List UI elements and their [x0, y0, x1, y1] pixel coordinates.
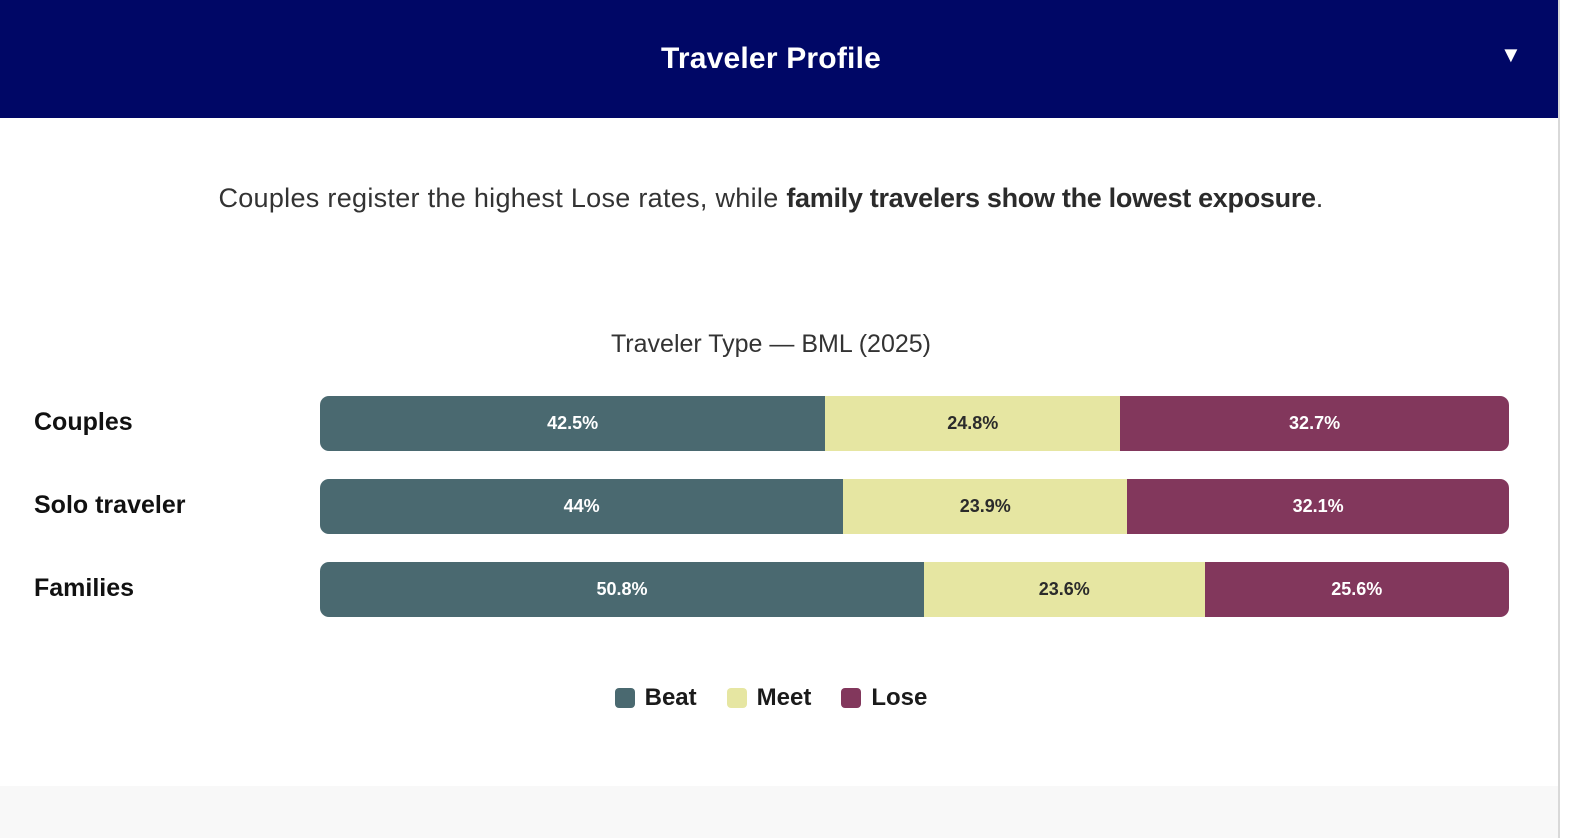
section-title: Traveler Profile — [661, 42, 881, 75]
row-label: Solo traveler — [34, 491, 186, 519]
summary-text: Couples register the highest Lose rates,… — [0, 183, 1542, 214]
legend-item-beat[interactable]: Beat — [614, 684, 697, 712]
summary-end: . — [1315, 183, 1324, 213]
bar-segment-lose[interactable]: 25.6% — [1204, 562, 1509, 617]
segment-value-label: 42.5% — [547, 413, 599, 433]
legend-item-lose[interactable]: Lose — [841, 684, 927, 712]
summary-highlight: family travelers show the lowest exposur… — [786, 183, 1316, 213]
segment-value-label: 50.8% — [596, 579, 648, 599]
chart-legend: Beat Meet Lose — [0, 684, 1542, 712]
bar-segment-beat[interactable]: 42.5% — [320, 396, 826, 451]
row-label: Families — [34, 574, 135, 602]
stacked-bar: 42.5% 24.8% 32.7% — [320, 396, 1509, 451]
bar-segment-lose[interactable]: 32.1% — [1127, 479, 1509, 534]
segment-value-label: 44% — [563, 496, 600, 516]
bar-segment-lose[interactable]: 32.7% — [1120, 396, 1509, 451]
collapse-triangle-icon[interactable]: ▼ — [1500, 42, 1522, 67]
segment-value-label: 23.6% — [1038, 579, 1090, 599]
legend-swatch-icon — [841, 688, 862, 708]
chart-title: Traveler Type — BML (2025) — [610, 330, 932, 358]
stacked-bar: 50.8% 23.6% 25.6% — [320, 562, 1509, 617]
segment-value-label: 32.7% — [1289, 413, 1341, 433]
bar-segment-beat[interactable]: 44% — [320, 479, 844, 534]
bar-segment-meet[interactable]: 23.6% — [924, 562, 1205, 617]
section-header-toggle[interactable]: Traveler Profile ▼ — [0, 0, 1558, 118]
traveler-profile-card — [0, 0, 1558, 786]
bar-segment-meet[interactable]: 24.8% — [825, 396, 1121, 451]
segment-value-label: 24.8% — [947, 413, 999, 433]
segment-value-label: 23.9% — [959, 496, 1011, 516]
legend-swatch-icon — [726, 688, 747, 708]
segment-value-label: 25.6% — [1331, 579, 1383, 599]
page-margin — [1560, 0, 1590, 838]
row-label: Couples — [34, 408, 133, 436]
scrollbar-track[interactable] — [1558, 0, 1560, 838]
segment-value-label: 32.1% — [1292, 496, 1344, 516]
stacked-bar: 44% 23.9% 32.1% — [320, 479, 1509, 534]
legend-swatch-icon — [614, 688, 635, 708]
summary-plain: Couples register the highest Lose rates,… — [218, 183, 787, 213]
legend-item-meet[interactable]: Meet — [726, 684, 812, 712]
bar-segment-meet[interactable]: 23.9% — [843, 479, 1128, 534]
legend-label: Meet — [756, 684, 812, 711]
legend-label: Lose — [871, 684, 928, 711]
legend-label: Beat — [644, 684, 697, 711]
bar-segment-beat[interactable]: 50.8% — [320, 562, 924, 617]
